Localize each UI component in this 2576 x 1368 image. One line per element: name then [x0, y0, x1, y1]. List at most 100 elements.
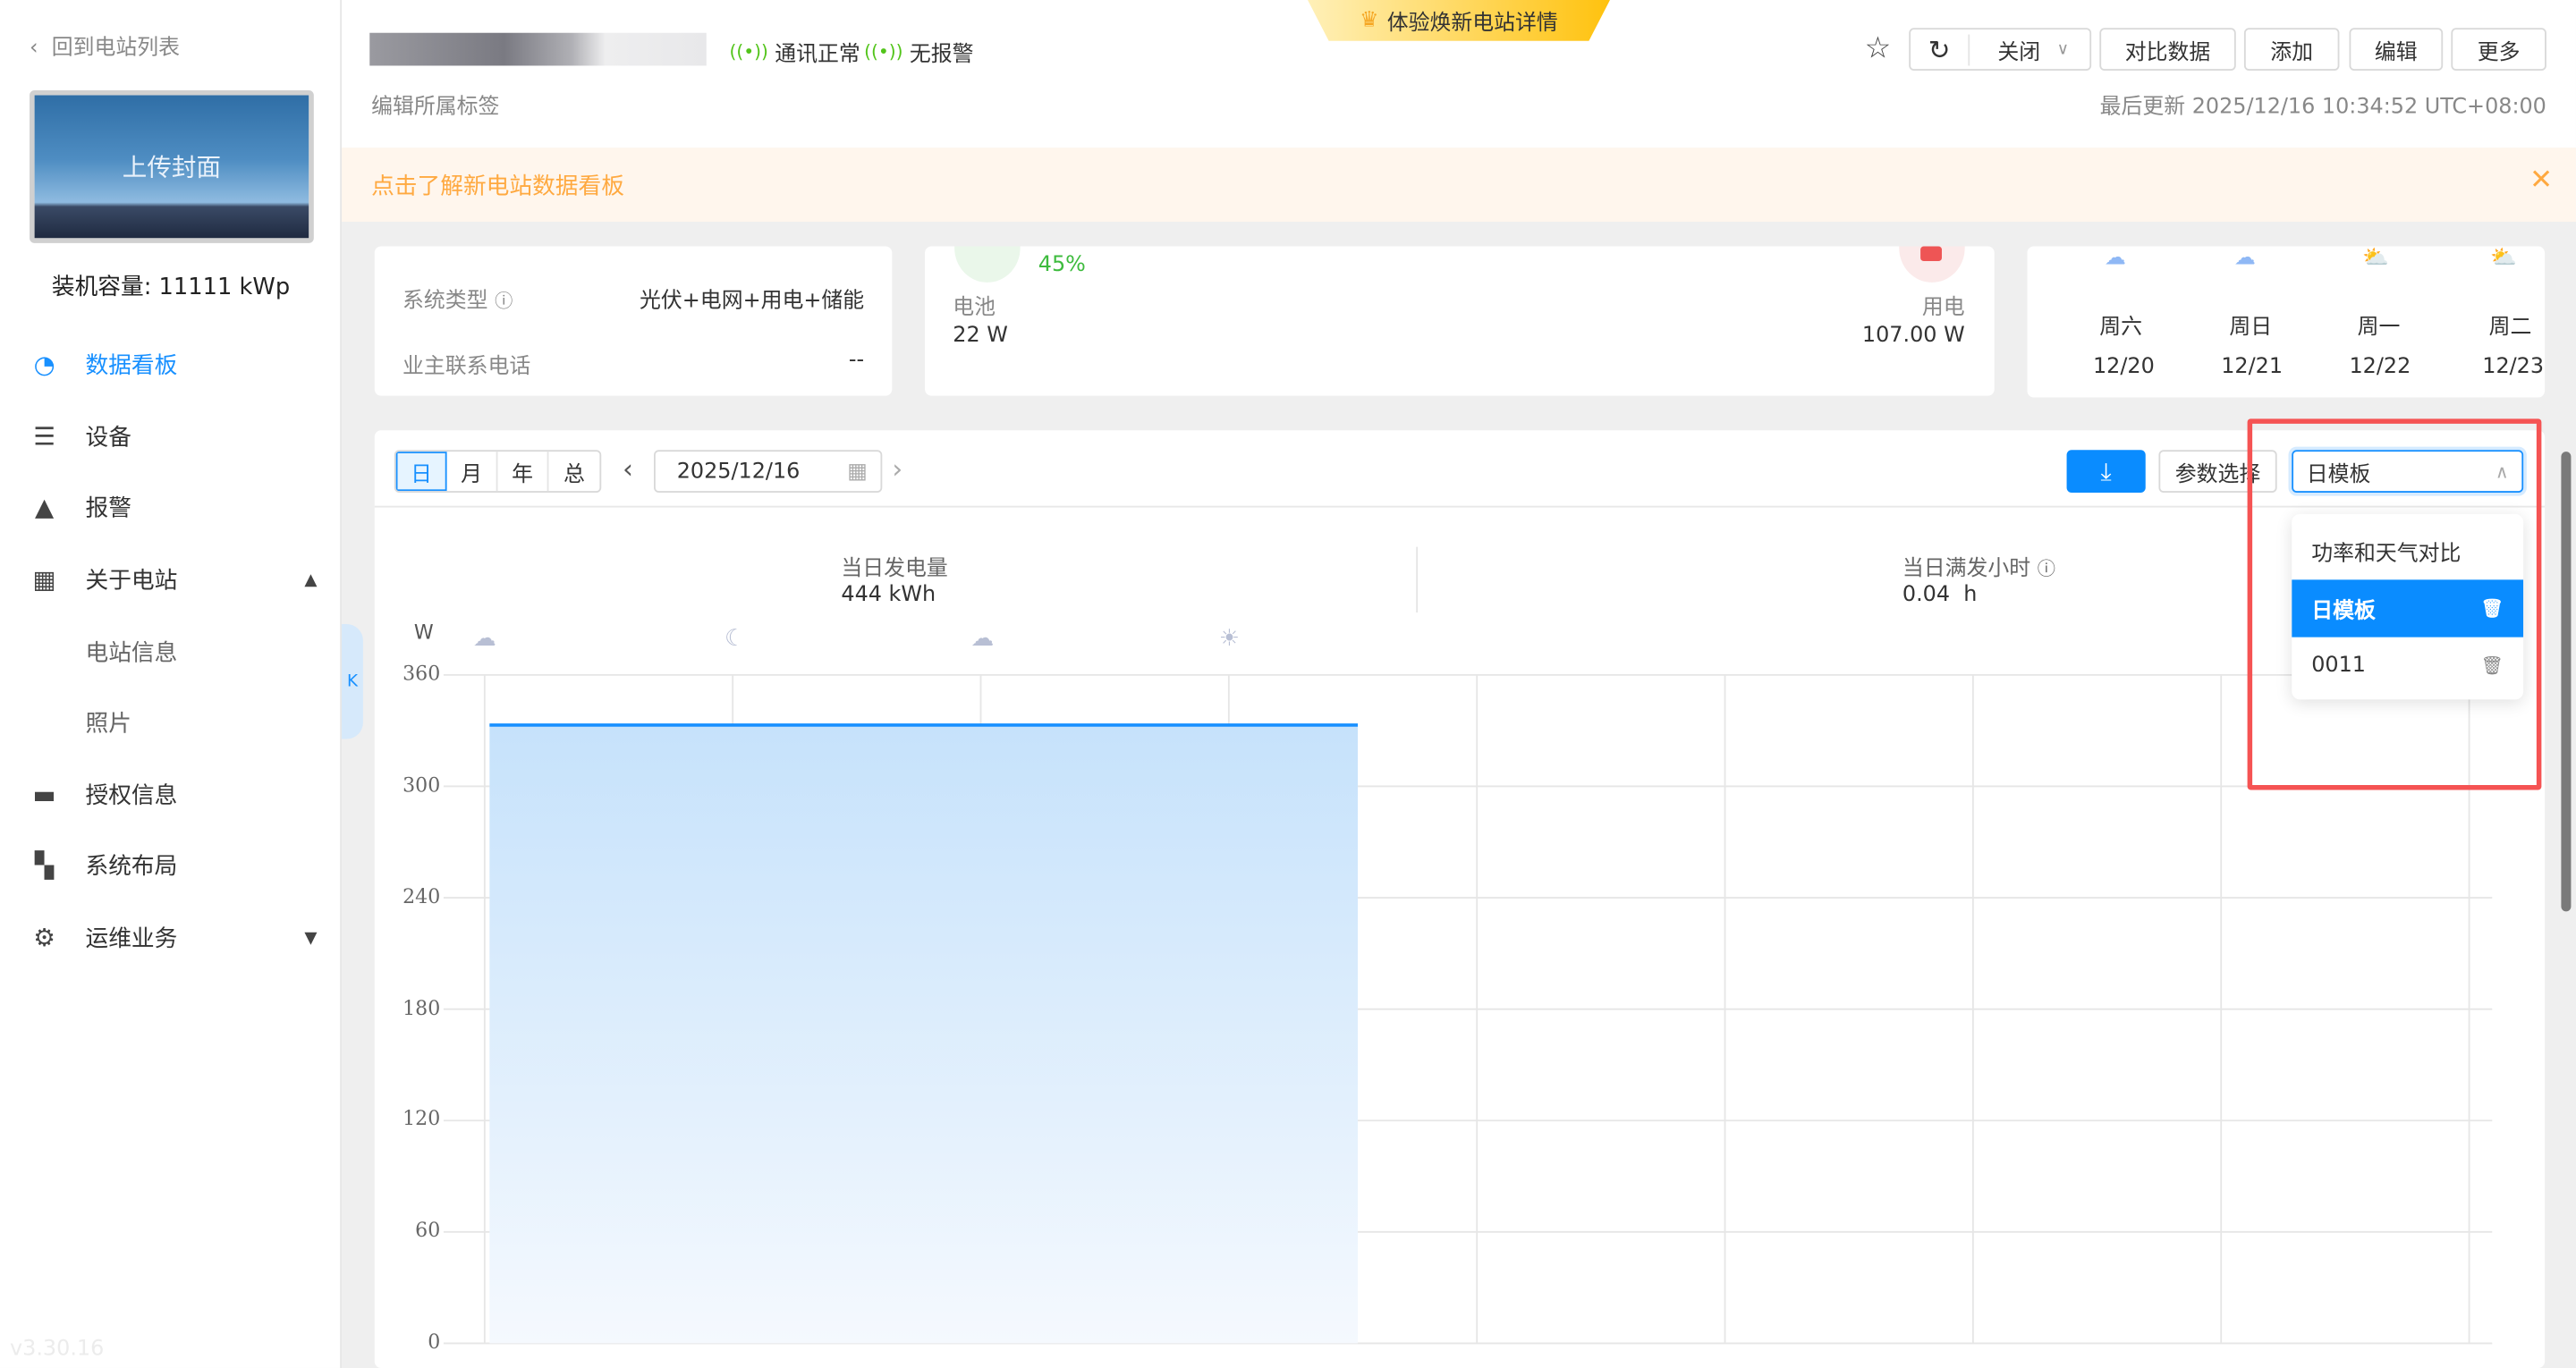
- sidebar-item-photos[interactable]: 照片: [85, 711, 131, 738]
- load-power: 107.00 W: [1861, 323, 1965, 349]
- y-tick-label: 0: [428, 1330, 441, 1354]
- trash-icon[interactable]: 🗑: [2480, 654, 2504, 677]
- highlight-box: [2247, 418, 2542, 790]
- station-icon: ▦: [32, 564, 56, 595]
- battery-power: 22 W: [953, 323, 1008, 349]
- dropdown-option-selected[interactable]: 日模板 🗑: [2292, 579, 2524, 638]
- alarm-status: ((•)) 无报警: [864, 40, 974, 68]
- partly-cloudy-icon: ⛅: [2490, 246, 2518, 272]
- sidebar-item-devices[interactable]: ☰ 设备: [30, 420, 317, 453]
- weather-forecast-card: ☁ 周六 12/20 ☁ 周日 12/21 ⛅ 周一 12/22 ⛅ 周二 12/23: [2027, 246, 2546, 398]
- trash-icon[interactable]: 🗑: [2480, 597, 2504, 620]
- download-button[interactable]: ⤓: [2066, 450, 2146, 494]
- sidebar-item-layout[interactable]: ▚ 系统布局: [30, 849, 317, 882]
- sidebar-item-dashboard[interactable]: ◔ 数据看板: [30, 348, 317, 381]
- sidebar: ‹ 回到电站列表 上传封面 装机容量: 11111 kWp ◔ 数据看板 ☰ 设备 …: [0, 0, 343, 1368]
- notice-banner: 点击了解新电站数据看板 ✕: [342, 148, 2576, 222]
- help-icon: ⓘ: [495, 291, 513, 312]
- version-label: v3.30.16: [10, 1337, 105, 1362]
- upload-cover-button[interactable]: 上传封面: [30, 90, 314, 243]
- gear-icon: ⚙: [33, 923, 55, 953]
- moon-icon: ☾: [724, 625, 746, 653]
- cloudy-night-icon: ☁: [472, 625, 496, 653]
- template-dropdown: 功率和天气对比 日模板 🗑 0011 🗑: [2292, 513, 2524, 700]
- series-area: [489, 724, 1359, 1344]
- daily-gen-value: 444 kWh: [841, 583, 936, 608]
- crown-icon: ♛: [1360, 8, 1379, 33]
- dropdown-option[interactable]: 0011 🗑: [2311, 654, 2504, 679]
- date-picker[interactable]: 2025/12/16 ▦: [654, 450, 883, 494]
- close-icon[interactable]: ✕: [2529, 164, 2554, 198]
- chevron-down-icon: ∨: [2056, 39, 2070, 59]
- sidebar-item-operations[interactable]: ⚙ 运维业务 ▼: [30, 921, 317, 954]
- owner-phone-label: 业主联系电话: [402, 354, 531, 380]
- installed-capacity: 装机容量: 11111 kWp: [51, 274, 291, 301]
- tab-month[interactable]: 月: [447, 452, 498, 492]
- y-tick-label: 300: [402, 773, 441, 797]
- divider: [1416, 546, 1419, 613]
- tab-day[interactable]: 日: [395, 452, 447, 492]
- header: ((•)) 通讯正常 ((•)) 无报警 编辑所属标签 ♛ 体验焕新电站详情 ☆ ↻ 关…: [342, 0, 2576, 148]
- y-tick-label: 360: [402, 662, 441, 685]
- back-to-list-link[interactable]: ‹ 回到电站列表: [30, 36, 181, 61]
- download-icon: ⤓: [2100, 456, 2112, 486]
- favorite-star-icon[interactable]: ☆: [1864, 30, 1892, 66]
- load-label: 用电: [1921, 295, 1965, 321]
- full-hours-value: 0.04 h: [1902, 583, 1978, 608]
- sidebar-item-authorization[interactable]: ▬ 授权信息: [30, 779, 317, 812]
- snow-icon: ☁: [2233, 246, 2256, 272]
- refresh-interval-control[interactable]: ↻ 关闭 ∨: [1909, 28, 2092, 71]
- refresh-icon[interactable]: ↻: [1911, 33, 1970, 65]
- promo-new-details-button[interactable]: ♛ 体验焕新电站详情: [1308, 0, 1610, 41]
- more-button[interactable]: 更多: [2451, 28, 2546, 71]
- station-name-blurred: [369, 32, 707, 66]
- chevron-up-icon: ∧: [2495, 460, 2509, 483]
- help-icon: ⓘ: [2037, 558, 2055, 580]
- upload-cover-label: 上传封面: [122, 152, 222, 182]
- energy-flow-card: 45% 电池 22 W 用电 107.00 W: [925, 246, 1995, 396]
- y-tick-label: 120: [402, 1107, 441, 1131]
- signal-icon: ((•)): [729, 40, 768, 63]
- sidebar-item-alarms[interactable]: ▲ 报警: [30, 491, 317, 524]
- system-type-value: 光伏+电网+用电+储能: [640, 289, 865, 314]
- y-tick-label: 240: [402, 884, 441, 908]
- scrollbar-thumb[interactable]: [2561, 452, 2572, 912]
- sidebar-item-station-info[interactable]: 电站信息: [85, 640, 178, 667]
- info-card: 系统类型 ⓘ 光伏+电网+用电+储能 业主联系电话 --: [374, 246, 893, 396]
- rain-icon: ☁: [2104, 246, 2126, 272]
- param-select-button[interactable]: 参数选择: [2158, 450, 2277, 494]
- server-icon: ☰: [33, 422, 55, 452]
- battery-soc: 45%: [1038, 252, 1086, 278]
- caret-up-icon: ▲: [304, 570, 318, 589]
- collapse-sidebar-handle[interactable]: K: [342, 623, 363, 739]
- dropdown-option[interactable]: 功率和天气对比: [2311, 542, 2462, 567]
- template-select[interactable]: 日模板 ∧: [2292, 450, 2524, 494]
- divider: [374, 505, 2546, 508]
- cloudy-night-icon: ☁: [970, 625, 995, 653]
- system-type-label: 系统类型 ⓘ: [402, 289, 513, 314]
- calendar-icon: ▦: [847, 459, 868, 484]
- notice-link[interactable]: 点击了解新电站数据看板: [371, 173, 624, 201]
- caret-down-icon: ▼: [304, 928, 318, 947]
- edit-button[interactable]: 编辑: [2349, 28, 2444, 71]
- battery-label: 电池: [953, 295, 996, 321]
- full-hours-label: 当日满发小时 ⓘ: [1902, 556, 2055, 582]
- dashboard-icon: ◔: [33, 350, 55, 380]
- signal-icon: ((•)): [864, 40, 903, 63]
- chevron-left-icon: ‹: [30, 36, 52, 61]
- tab-year[interactable]: 年: [498, 452, 549, 492]
- next-date-icon[interactable]: ›: [892, 452, 903, 485]
- compare-data-button[interactable]: 对比数据: [2099, 28, 2236, 71]
- sidebar-item-about-station[interactable]: ▦ 关于电站 ▲: [30, 563, 318, 596]
- briefcase-icon: ▬: [32, 780, 56, 810]
- partly-cloudy-icon: ⛅: [2362, 246, 2389, 272]
- edit-tags-link[interactable]: 编辑所属标签: [371, 95, 500, 121]
- add-button[interactable]: 添加: [2243, 28, 2340, 71]
- y-tick-label: 180: [402, 995, 441, 1019]
- tab-total[interactable]: 总: [563, 462, 585, 487]
- daily-gen-label: 当日发电量: [841, 556, 948, 582]
- owner-phone-value: --: [848, 348, 865, 373]
- prev-date-icon[interactable]: ‹: [623, 452, 633, 485]
